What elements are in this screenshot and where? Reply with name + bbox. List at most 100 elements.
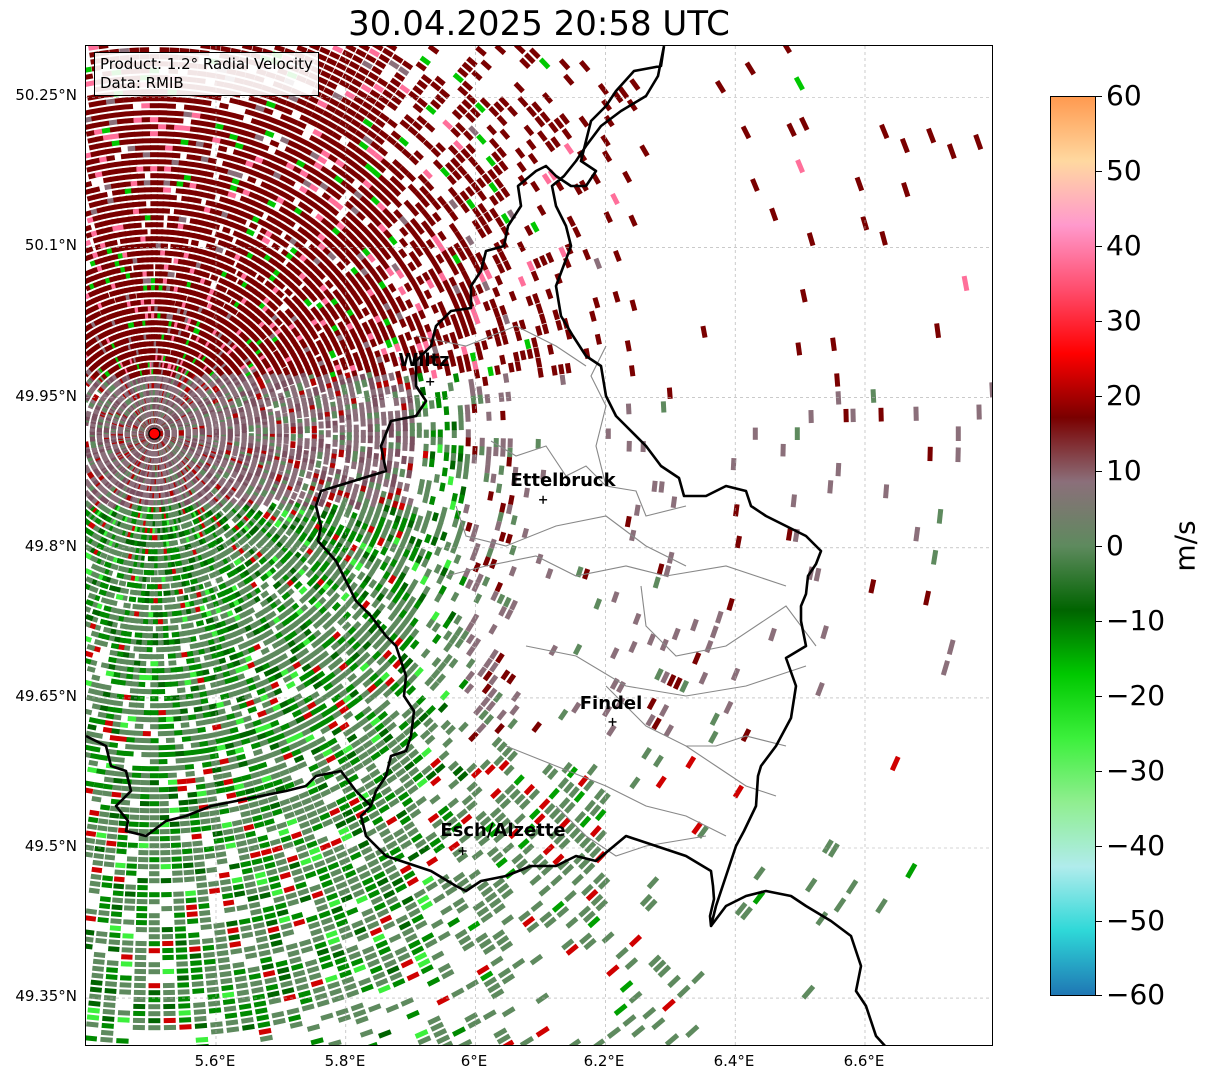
velocity-bin: [117, 1010, 131, 1016]
velocity-bin: [268, 932, 282, 941]
velocity-bin: [236, 753, 246, 761]
velocity-bin: [93, 782, 104, 789]
velocity-bin: [302, 864, 315, 873]
velocity-bin: [256, 687, 266, 696]
velocity-bin: [645, 713, 656, 727]
velocity-bin: [331, 994, 345, 1003]
velocity-bin: [320, 961, 334, 970]
velocity-bin: [86, 915, 97, 922]
velocity-bin: [326, 801, 338, 810]
velocity-bin: [196, 1043, 209, 1045]
velocity-bin: [295, 844, 307, 853]
velocity-bin: [624, 957, 639, 971]
velocity-bin: [203, 958, 216, 965]
velocity-bin: [175, 947, 188, 953]
velocity-bin: [138, 849, 149, 856]
velocity-bin: [283, 993, 297, 1002]
velocity-bin: [86, 708, 93, 716]
velocity-bin: [246, 485, 255, 494]
velocity-bin: [243, 780, 254, 789]
velocity-bin: [355, 533, 364, 543]
velocity-bin: [493, 755, 505, 767]
velocity-bin: [563, 781, 575, 794]
velocity-bin: [946, 639, 956, 655]
velocity-bin: [356, 636, 367, 646]
velocity-bin: [377, 644, 387, 655]
velocity-bin: [201, 825, 212, 832]
velocity-bin: [260, 647, 270, 656]
velocity-bin: [260, 581, 270, 590]
velocity-bin: [205, 617, 214, 625]
velocity-bin: [440, 506, 448, 517]
velocity-bin: [133, 1003, 146, 1010]
velocity-bin: [165, 730, 175, 737]
velocity-bin: [593, 788, 606, 801]
velocity-bin: [320, 916, 334, 926]
velocity-bin: [311, 823, 324, 832]
velocity-bin: [253, 864, 265, 873]
velocity-bin: [220, 764, 231, 772]
velocity-bin: [615, 696, 626, 709]
velocity-bin: [158, 569, 166, 576]
velocity-bin: [97, 711, 107, 719]
velocity-bin: [89, 993, 102, 1000]
velocity-bin: [274, 902, 287, 910]
velocity-bin: [389, 506, 397, 516]
velocity-bin: [447, 917, 461, 928]
velocity-bin: [203, 951, 215, 958]
velocity-bin: [296, 761, 308, 770]
velocity-bin: [202, 944, 215, 951]
velocity-bin: [238, 508, 246, 517]
velocity-bin: [438, 585, 447, 596]
velocity-bin: [671, 627, 681, 641]
velocity-bin: [663, 565, 672, 578]
velocity-bin: [672, 676, 683, 690]
velocity-bin: [227, 756, 238, 763]
velocity-bin: [189, 578, 198, 585]
velocity-bin: [306, 965, 320, 974]
velocity-bin: [326, 587, 335, 597]
velocity-bin: [233, 968, 246, 976]
velocity-bin: [117, 1017, 130, 1023]
velocity-bin: [280, 922, 293, 931]
velocity-bin: [309, 816, 321, 826]
velocity-bin: [547, 768, 559, 780]
velocity-bin: [584, 841, 597, 854]
velocity-bin: [430, 668, 441, 680]
velocity-bin: [615, 946, 629, 960]
velocity-bin: [309, 883, 322, 893]
velocity-bin: [644, 898, 658, 912]
velocity-bin: [178, 1003, 191, 1009]
velocity-bin: [318, 910, 331, 919]
velocity-bin: [93, 852, 105, 860]
velocity-bin: [91, 972, 104, 979]
velocity-bin: [543, 802, 556, 815]
velocity-bin: [940, 660, 950, 676]
velocity-bin: [346, 906, 359, 916]
velocity-bin: [187, 791, 198, 798]
velocity-bin: [502, 596, 512, 608]
velocity-bin: [281, 987, 295, 995]
velocity-bin: [338, 925, 351, 934]
velocity-bin: [215, 851, 227, 858]
velocity-bin: [271, 808, 283, 817]
velocity-bin: [86, 943, 93, 950]
velocity-bin: [86, 665, 96, 673]
velocity-bin: [424, 676, 435, 687]
velocity-bin: [128, 702, 138, 708]
velocity-bin: [316, 451, 323, 460]
velocity-bin: [161, 905, 173, 912]
velocity-bin: [110, 918, 122, 925]
velocity-bin: [259, 768, 270, 777]
velocity-bin: [827, 480, 834, 494]
velocity-bin: [186, 911, 198, 918]
velocity-bin: [280, 834, 292, 843]
velocity-bin: [149, 745, 159, 751]
velocity-bin: [86, 787, 94, 794]
velocity-bin: [753, 866, 766, 881]
velocity-bin: [425, 618, 436, 629]
velocity-bin: [149, 766, 159, 772]
velocity-bin: [387, 448, 394, 457]
velocity-bin: [256, 1014, 270, 1022]
velocity-bin: [424, 550, 433, 561]
